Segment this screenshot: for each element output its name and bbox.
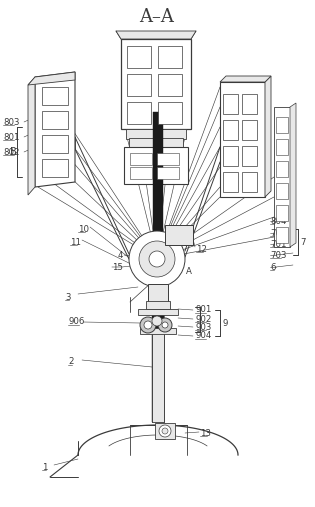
Polygon shape [220, 76, 271, 82]
Circle shape [149, 251, 165, 267]
Text: A: A [186, 268, 192, 276]
Circle shape [140, 317, 156, 333]
Circle shape [158, 318, 172, 332]
Polygon shape [35, 72, 75, 187]
Text: 4: 4 [118, 250, 123, 260]
Text: 803: 803 [3, 118, 20, 127]
Bar [242, 94, 257, 114]
Bar [126, 129, 186, 139]
Text: 804: 804 [270, 216, 287, 226]
Text: A–A: A–A [140, 8, 175, 26]
Bar [42, 111, 68, 129]
Bar [140, 328, 176, 334]
Text: 9: 9 [222, 318, 227, 328]
Bar [158, 102, 182, 124]
Text: 903: 903 [195, 322, 211, 332]
Circle shape [144, 321, 152, 329]
Text: 1: 1 [42, 462, 48, 472]
Text: 13: 13 [200, 428, 211, 438]
Text: 6: 6 [270, 263, 276, 272]
Bar [153, 112, 163, 262]
Bar [146, 301, 170, 309]
Bar [42, 87, 68, 105]
Circle shape [159, 425, 171, 437]
Bar [220, 82, 265, 197]
Text: 901: 901 [195, 306, 211, 314]
Bar [223, 120, 238, 140]
Bar [274, 107, 290, 247]
Text: 702: 702 [270, 229, 287, 237]
Circle shape [152, 316, 162, 326]
Text: B: B [10, 147, 16, 157]
Text: 802: 802 [3, 148, 20, 157]
Circle shape [129, 231, 185, 287]
Polygon shape [290, 103, 296, 247]
Bar [158, 74, 182, 96]
Bar [121, 39, 191, 129]
Polygon shape [116, 31, 196, 39]
Bar [165, 225, 193, 245]
Bar [157, 153, 179, 165]
Bar [148, 284, 168, 302]
Bar [223, 172, 238, 192]
Polygon shape [28, 72, 75, 85]
Bar [276, 183, 288, 199]
Text: 904: 904 [195, 332, 211, 341]
Bar [130, 153, 152, 165]
Text: 10: 10 [78, 225, 89, 234]
Text: 3: 3 [65, 293, 71, 302]
Circle shape [162, 322, 168, 328]
Circle shape [162, 428, 168, 434]
Bar [276, 227, 288, 243]
Bar [152, 332, 164, 422]
Bar [42, 159, 68, 177]
Bar [138, 309, 178, 315]
Text: 902: 902 [195, 314, 211, 323]
Text: 11: 11 [70, 237, 81, 246]
Bar [276, 117, 288, 133]
Bar [124, 147, 188, 184]
Bar [130, 167, 152, 179]
Polygon shape [28, 77, 35, 195]
Text: 7: 7 [300, 237, 306, 246]
Text: 12: 12 [196, 244, 207, 254]
Text: 703: 703 [270, 250, 287, 260]
Bar [42, 135, 68, 153]
Polygon shape [265, 76, 271, 197]
Text: 15: 15 [112, 263, 123, 272]
Circle shape [139, 241, 175, 277]
Bar [242, 146, 257, 166]
Text: 801: 801 [3, 132, 20, 141]
Bar [127, 74, 151, 96]
Text: 906: 906 [68, 317, 84, 327]
Bar [157, 167, 179, 179]
Bar [276, 205, 288, 221]
Bar [155, 423, 175, 439]
Text: 2: 2 [68, 357, 73, 367]
Bar [242, 172, 257, 192]
Text: 701: 701 [270, 239, 287, 248]
Bar [158, 46, 182, 68]
Bar [276, 139, 288, 155]
Bar [127, 46, 151, 68]
Bar [242, 120, 257, 140]
Bar [129, 138, 183, 147]
Bar [152, 262, 164, 422]
Bar [223, 146, 238, 166]
Bar [276, 161, 288, 177]
Bar [223, 94, 238, 114]
Bar [127, 102, 151, 124]
